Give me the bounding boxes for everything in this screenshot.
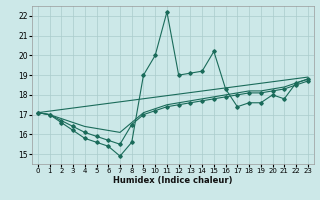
- X-axis label: Humidex (Indice chaleur): Humidex (Indice chaleur): [113, 176, 233, 185]
